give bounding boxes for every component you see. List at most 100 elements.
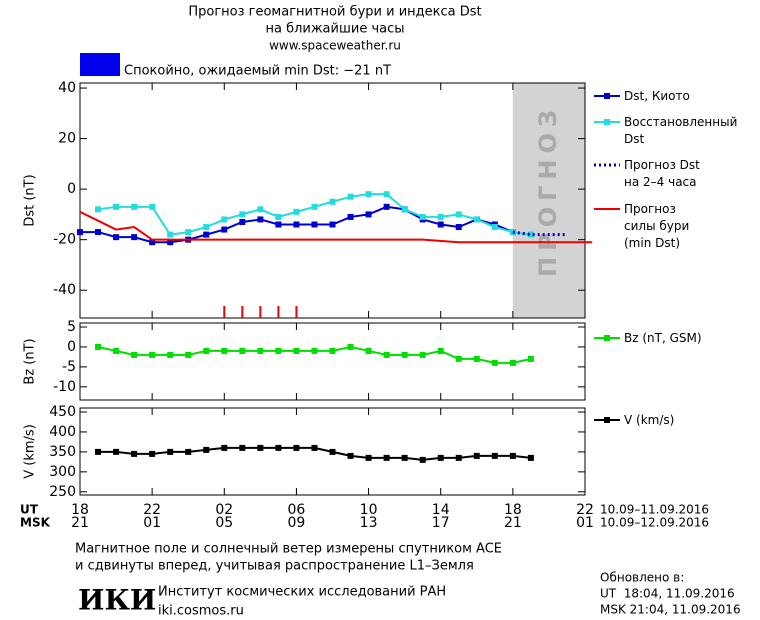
series-marker [275,221,282,228]
y-tick-label: 350 [49,444,76,460]
series-marker [239,218,246,225]
series-marker [329,448,336,455]
y-tick-label: -40 [53,282,76,298]
x-tick-label: 05 [215,515,233,531]
forecast-region [512,83,585,318]
series-marker [185,229,192,236]
plot-frame [79,322,586,401]
series-marker [419,456,426,463]
series-marker [437,213,444,220]
series-marker [293,347,300,354]
x-tick-label: 01 [143,515,161,531]
series-marker [131,351,138,358]
series-marker [527,454,534,461]
series-marker [347,213,354,220]
date-range: 10.09–12.09.2016 [600,516,709,530]
x-tick-label: 22 [143,502,161,518]
series-marker [203,231,210,238]
series-marker [401,351,408,358]
x-tick-label: 02 [215,502,233,518]
legend-marker [604,93,610,99]
series-marker [473,452,480,459]
series-marker [473,355,480,362]
series-marker [383,454,390,461]
series-marker [221,216,228,223]
y-tick-label: -20 [53,232,76,248]
y-tick-label: 0 [67,339,76,355]
series-marker [131,234,138,241]
series-marker [275,444,282,451]
y-tick-label: 450 [49,404,76,420]
series-marker [203,224,210,231]
x-tick-label: 17 [432,515,450,531]
y-tick-label: 40 [58,80,76,96]
series-marker [221,347,228,354]
x-tick-label: 21 [71,515,89,531]
legend-marker [604,119,610,125]
series-marker [365,454,372,461]
series-marker [113,203,120,210]
x-tick-label: 10 [360,502,378,518]
y-tick-label: -10 [53,379,76,395]
series-marker [113,347,120,354]
forecast-label: ПРОГНОЗ [534,104,562,277]
series-marker [473,216,480,223]
series-marker [113,234,120,241]
series-marker [311,347,318,354]
series-marker [383,351,390,358]
y-axis-label: Dst (nT) [23,174,38,226]
legend-label: Прогноз силы бури (min Dst) [624,202,690,250]
series-marker [347,343,354,350]
series-marker [95,206,102,213]
series-marker [113,448,120,455]
y-axis-label: V (km/s) [23,424,38,479]
series-line [512,230,567,237]
legend-label: Dst, Киото [624,89,690,103]
series-marker [311,203,318,210]
series-marker [509,359,516,366]
series-marker [437,454,444,461]
series-marker [167,239,174,246]
note: Магнитное поле и солнечный ветер измерен… [75,542,502,557]
y-tick-label: 20 [58,131,76,147]
series-marker [491,452,498,459]
series-marker [149,450,156,457]
series-marker [455,355,462,362]
note: и сдвинуты вперед, учитывая распростране… [75,559,474,574]
series-marker [257,216,264,223]
series-marker [167,351,174,358]
series-marker [509,452,516,459]
status-box [80,53,120,76]
x-tick-label: 09 [288,515,306,531]
legend-label: Bz (nT, GSM) [624,331,702,345]
series-marker [365,191,372,198]
x-row-label: UT [20,503,39,517]
series-marker [185,448,192,455]
series-marker [149,351,156,358]
series-marker [365,211,372,218]
title: Прогноз геомагнитной бури и индекса Dst [188,5,481,20]
series-marker [149,239,156,246]
series-marker [383,203,390,210]
legend-label: Прогноз Dst на 2–4 часа [624,158,700,189]
x-tick-label: 18 [71,502,89,518]
status-text: Спокойно, ожидаемый min Dst: −21 nT [124,64,391,79]
series-marker [491,224,498,231]
x-tick-label: 13 [360,515,378,531]
series-marker [257,206,264,213]
y-axis-label: Bz (nT) [23,338,38,384]
series-marker [419,213,426,220]
series-marker [257,347,264,354]
y-tick-label: -5 [62,359,76,375]
series-marker [329,198,336,205]
series-marker [455,211,462,218]
series-marker [239,444,246,451]
series-marker [77,229,83,236]
series-marker [95,343,102,350]
series-line [97,193,532,236]
series-marker [293,221,300,228]
y-tick-label: 300 [49,464,76,480]
x-tick-label: 22 [576,502,594,518]
series-marker [221,226,228,233]
series-marker [311,221,318,228]
